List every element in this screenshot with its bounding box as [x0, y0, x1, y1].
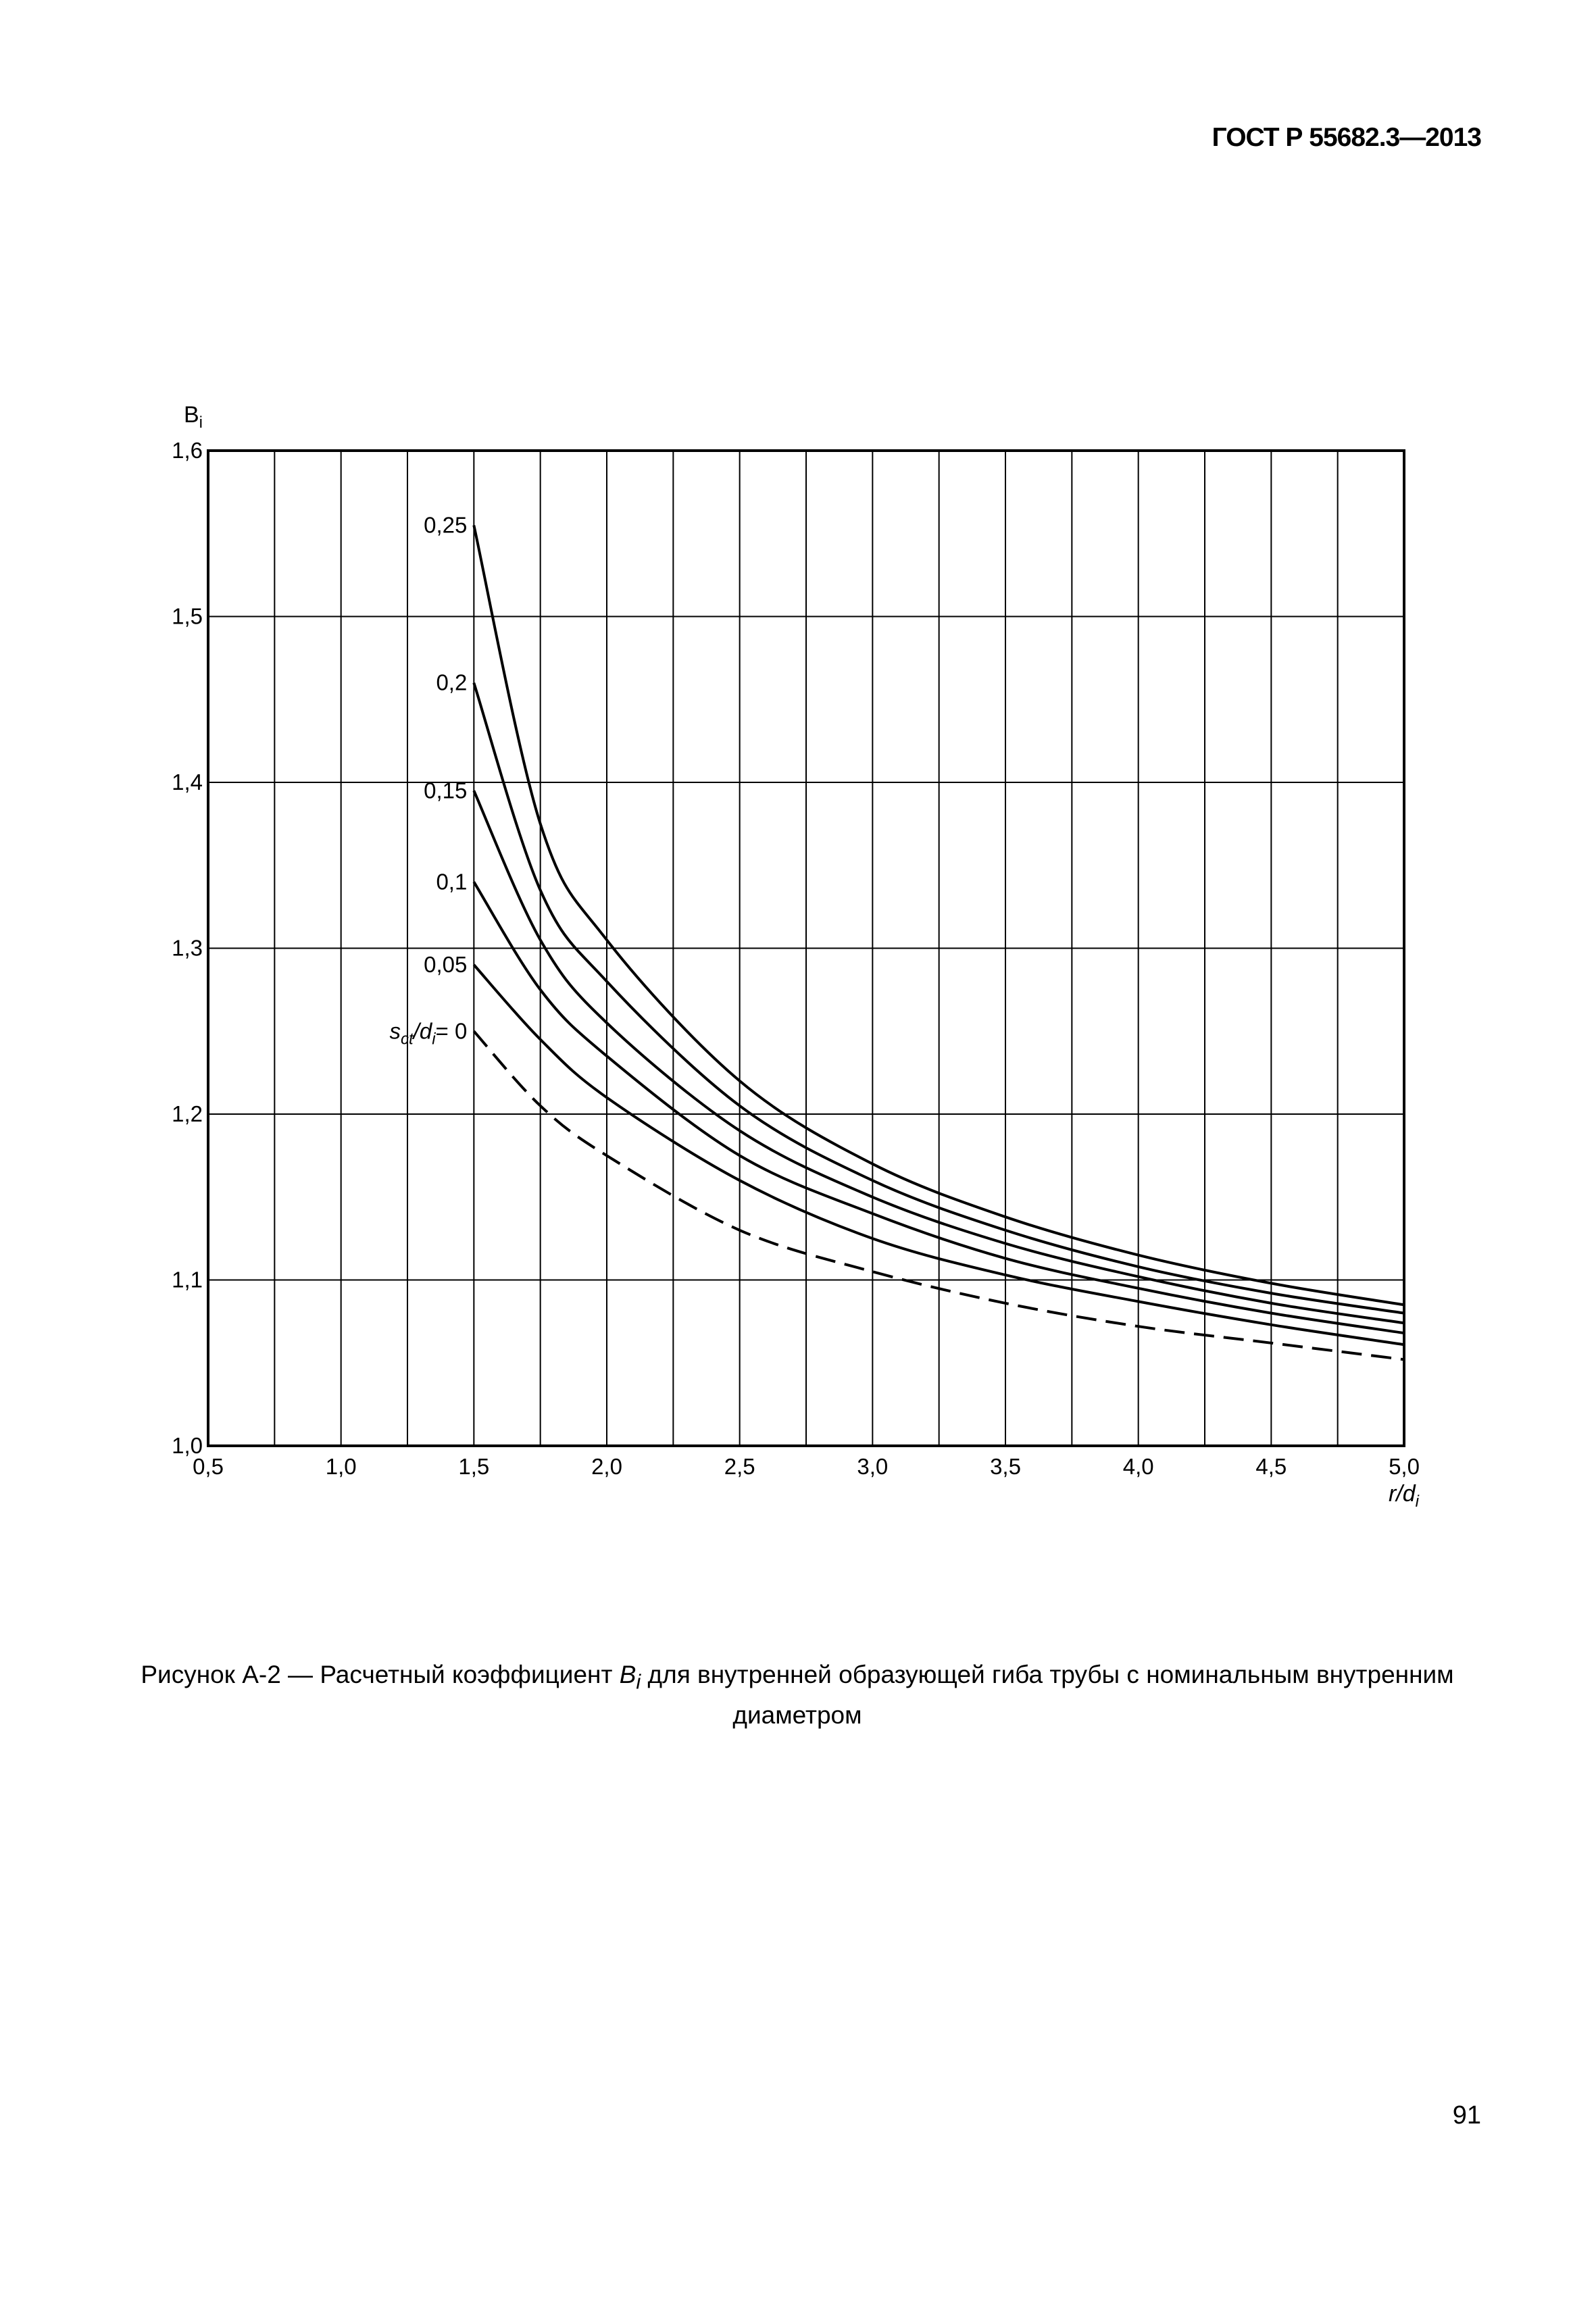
chart-curves — [472, 525, 1405, 1361]
series-line — [472, 682, 1405, 1315]
series-label: 0,25 — [424, 512, 467, 537]
y-axis-label-sub: i — [199, 413, 203, 432]
series-line — [472, 963, 1405, 1347]
series-label: 0,2 — [436, 670, 467, 695]
y-tick-label: 1,5 — [172, 604, 203, 629]
page-number: 91 — [1452, 2101, 1481, 2130]
x-axis-label-sub: i — [1416, 1492, 1420, 1511]
x-tick-label: 5,0 — [1389, 1454, 1420, 1479]
series-label: 0,05 — [424, 952, 467, 977]
plot-frame — [207, 449, 1405, 1447]
y-axis-label-main: B — [184, 402, 199, 428]
series-label: sct/di= 0 — [389, 1018, 467, 1048]
y-tick-label: 1,2 — [172, 1101, 203, 1126]
y-tick-label: 1,4 — [172, 770, 203, 795]
figure-caption: Рисунок А-2 — Расчетный коэффициент Bi д… — [101, 1658, 1493, 1732]
y-tick-label: 1,3 — [172, 936, 203, 961]
axis-tick-labels: 0,5 1,0 1,5 2,0 2,5 3,0 3,5 4,0 4,5 5,01,01,11,21… — [172, 438, 1420, 1479]
caption-symbol-sub: i — [636, 1669, 641, 1694]
series-line-dashed — [472, 1030, 1405, 1361]
series-line — [472, 790, 1405, 1325]
y-tick-label: 1,1 — [172, 1267, 203, 1292]
x-tick-label: 1,5 — [458, 1454, 489, 1479]
x-tick-label: 4,0 — [1123, 1454, 1154, 1479]
y-tick-label: 1,0 — [172, 1433, 203, 1458]
caption-symbol: B — [619, 1661, 637, 1688]
series-line — [472, 525, 1405, 1307]
chart: 0,5 1,0 1,5 2,0 2,5 3,0 3,5 4,0 4,5 5,01,01,11,21… — [172, 402, 1420, 1511]
series-label: 0,15 — [424, 778, 467, 803]
document-header: ГОСТ Р 55682.3—2013 — [1212, 123, 1482, 152]
x-tick-label: 2,5 — [724, 1454, 755, 1479]
x-axis-label: r/di — [1389, 1481, 1420, 1511]
x-tick-label: 2,0 — [591, 1454, 622, 1479]
series-line — [472, 881, 1405, 1335]
caption-prefix: Рисунок А-2 — Расчетный коэффициент — [141, 1661, 620, 1688]
series-labels: 0,25 0,2 0,15 0,1 0,05 sct/di= 0 — [389, 512, 467, 1048]
x-axis-label-main: r/d — [1389, 1481, 1416, 1507]
x-tick-label: 0,5 — [193, 1454, 224, 1479]
y-axis-label: Bi — [184, 402, 203, 432]
y-tick-label: 1,6 — [172, 438, 203, 463]
x-tick-label: 1,0 — [326, 1454, 357, 1479]
x-tick-label: 3,0 — [857, 1454, 888, 1479]
x-tick-label: 4,5 — [1255, 1454, 1287, 1479]
caption-suffix: для внутренней образующей гиба трубы с н… — [641, 1661, 1454, 1730]
series-label: 0,1 — [436, 869, 467, 894]
chart-grid — [208, 451, 1404, 1446]
x-tick-label: 3,5 — [990, 1454, 1021, 1479]
